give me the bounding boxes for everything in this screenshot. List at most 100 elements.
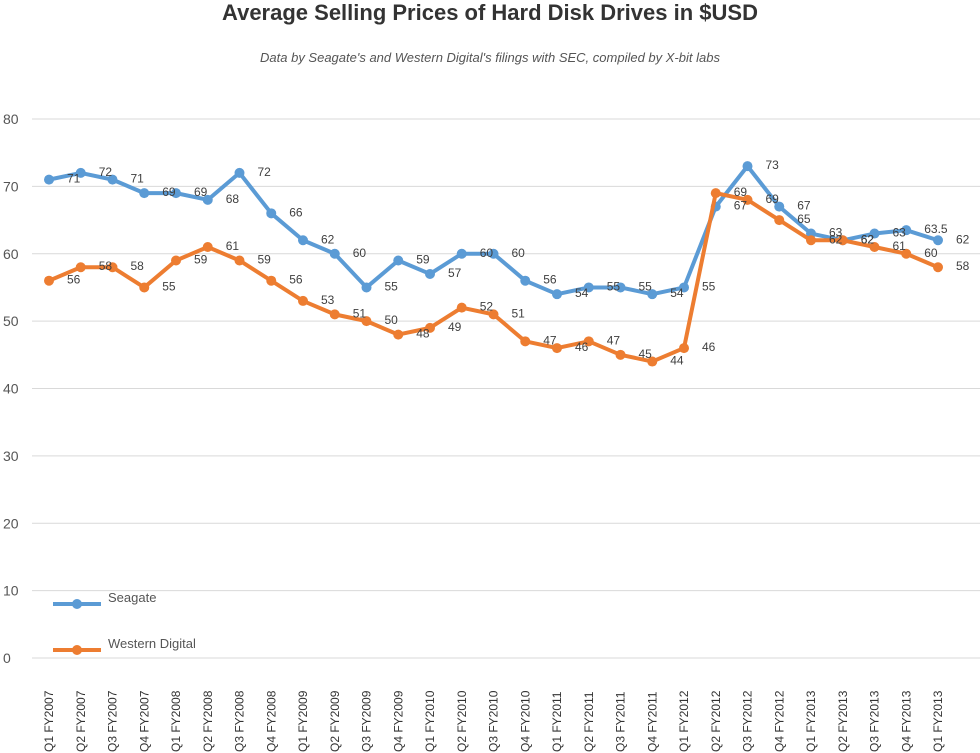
- x-tick-label: Q3 FY2007: [106, 690, 120, 752]
- data-label: 67: [797, 199, 811, 213]
- data-point: [266, 275, 277, 286]
- data-label: 66: [289, 205, 303, 219]
- data-point: [583, 336, 594, 347]
- data-point: [583, 282, 594, 293]
- data-label: 55: [702, 279, 716, 293]
- data-point: [488, 248, 499, 259]
- x-tick-label: Q2 FY2009: [328, 690, 342, 752]
- x-tick-label: Q1 FY2010: [423, 690, 437, 752]
- x-tick-label: Q4 FY2012: [772, 690, 786, 752]
- data-point: [171, 255, 181, 266]
- chart-title: Average Selling Prices of Hard Disk Driv…: [222, 0, 758, 25]
- data-label: 45: [639, 347, 653, 361]
- x-tick-label: Q3 FY2010: [487, 690, 501, 752]
- data-point: [139, 282, 150, 293]
- x-tick-label: Q2 FY2008: [201, 690, 215, 752]
- data-point: [298, 295, 308, 306]
- data-label: 55: [639, 279, 653, 293]
- x-tick-label: Q1 FY2007: [42, 690, 56, 752]
- data-point: [615, 282, 626, 293]
- data-label: 62: [861, 232, 875, 246]
- x-tick-label: Q3 FY2011: [614, 691, 628, 752]
- legend-swatch-marker: [72, 599, 82, 609]
- y-tick-label: 30: [3, 448, 19, 464]
- data-label: 56: [67, 273, 81, 287]
- data-label: 58: [956, 259, 970, 273]
- y-tick-label: 80: [3, 111, 19, 127]
- y-axis: 0 10 20 30 40 50 60 70 80: [3, 111, 19, 666]
- series-line-0: [47, 164, 940, 297]
- data-label: 55: [385, 279, 399, 293]
- data-point: [710, 188, 721, 199]
- data-label: 51: [353, 306, 367, 320]
- data-point: [869, 242, 880, 253]
- series-layer: [44, 161, 943, 367]
- data-label: 62: [321, 232, 335, 246]
- x-tick-label: Q2 FY2013: [836, 690, 850, 752]
- data-point: [234, 167, 245, 178]
- x-tick-label: Q4 FY2007: [137, 690, 151, 752]
- legend-entry: Seagate: [108, 590, 156, 605]
- data-point: [139, 188, 150, 199]
- data-label: 73: [766, 158, 780, 172]
- chart-subtitle: Data by Seagate's and Western Digital's …: [260, 50, 720, 65]
- y-tick-label: 60: [3, 246, 19, 262]
- x-tick-label: Q2 FY2012: [709, 690, 723, 752]
- data-point: [520, 336, 531, 347]
- data-label: 62: [829, 232, 843, 246]
- data-point: [552, 343, 562, 354]
- data-point: [44, 174, 54, 185]
- x-tick-label: Q2 FY2007: [74, 690, 88, 752]
- data-label: 59: [258, 252, 272, 266]
- data-point: [933, 262, 943, 273]
- data-point: [742, 194, 753, 205]
- x-tick-label: Q3 FY2013: [868, 690, 882, 752]
- data-label: 71: [131, 172, 145, 186]
- data-label: 69: [734, 185, 748, 199]
- data-point: [107, 174, 118, 185]
- data-label: 67: [734, 199, 748, 213]
- data-label: 65: [797, 212, 811, 226]
- data-point: [488, 309, 499, 320]
- data-label: 58: [99, 259, 113, 273]
- data-point: [933, 235, 943, 246]
- x-tick-label: Q4 FY2013: [899, 690, 913, 752]
- data-point: [869, 228, 880, 239]
- data-label: 69: [162, 185, 176, 199]
- data-point: [44, 275, 54, 286]
- data-label: 59: [194, 252, 208, 266]
- x-tick-label: Q3 FY2009: [360, 690, 374, 752]
- x-tick-label: Q1 FY2009: [296, 690, 310, 752]
- data-point: [75, 167, 86, 178]
- legend: Seagate Western Digital: [53, 590, 196, 655]
- data-point: [901, 225, 912, 236]
- data-point: [234, 255, 245, 266]
- data-point: [520, 275, 531, 286]
- data-label: 58: [131, 259, 145, 273]
- data-point: [171, 188, 181, 199]
- data-label: 68: [226, 192, 240, 206]
- x-tick-label: Q3 FY2012: [741, 690, 755, 752]
- data-label: 62: [956, 232, 970, 246]
- data-label: 72: [99, 165, 113, 179]
- x-axis: Q1 FY2007 Q2 FY2007 Q3 FY2007 Q4 FY2007 Q1 F…: [42, 690, 945, 752]
- data-label: 59: [416, 252, 430, 266]
- data-label: 47: [607, 333, 621, 347]
- data-label: 54: [575, 286, 589, 300]
- data-point: [837, 235, 848, 246]
- x-tick-label: Q1 FY2013: [804, 690, 818, 752]
- data-point: [901, 248, 912, 259]
- data-label: 56: [289, 273, 303, 287]
- data-label: 48: [416, 327, 430, 341]
- gridlines: [32, 118, 980, 659]
- x-tick-label: Q2 FY2011: [582, 691, 596, 752]
- data-label: 57: [448, 266, 462, 280]
- data-point: [393, 255, 404, 266]
- y-tick-label: 0: [3, 650, 11, 666]
- data-label: 60: [353, 246, 367, 260]
- data-point: [425, 268, 435, 279]
- data-label: 56: [543, 273, 557, 287]
- x-tick-label: Q4 FY2009: [391, 690, 405, 752]
- data-point: [456, 302, 467, 313]
